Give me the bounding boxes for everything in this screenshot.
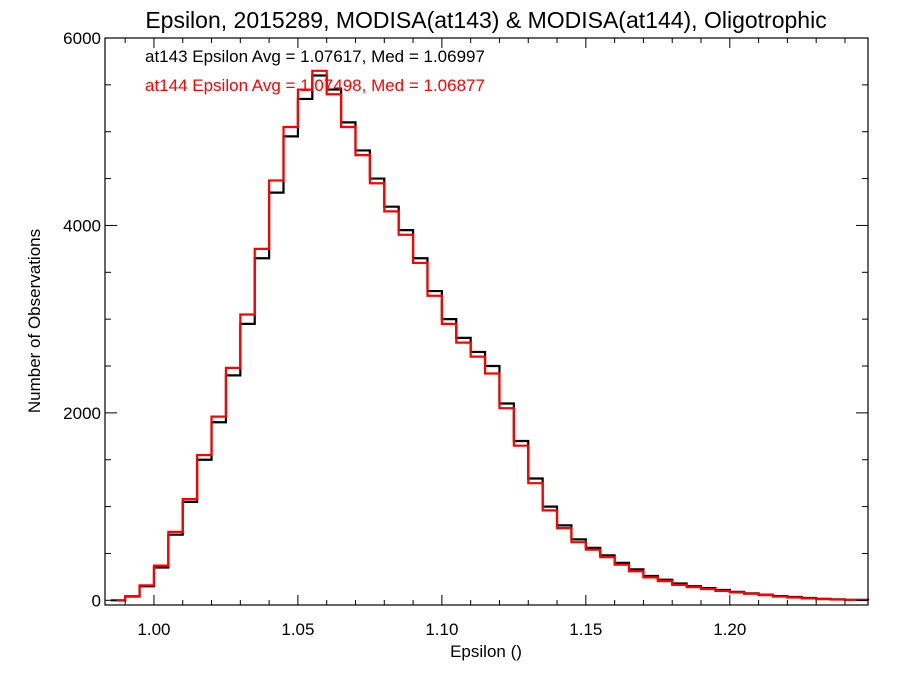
y-tick-label: 0 xyxy=(92,591,101,610)
y-axis-label: Number of Observations xyxy=(25,229,44,413)
chart-title: Epsilon, 2015289, MODISA(at143) & MODISA… xyxy=(145,7,826,33)
series-group xyxy=(110,69,870,602)
annotation-at144: at144 Epsilon Avg = 1.07498, Med = 1.068… xyxy=(145,76,485,95)
x-tick-label: 1.20 xyxy=(713,620,746,639)
y-axis-ticks: 0 2000 4000 6000 xyxy=(63,29,868,610)
x-tick-label: 1.10 xyxy=(425,620,458,639)
x-tick-label: 1.05 xyxy=(281,620,314,639)
annotation-at143: at143 Epsilon Avg = 1.07617, Med = 1.069… xyxy=(145,47,485,66)
x-tick-label: 1.15 xyxy=(569,620,602,639)
x-axis-ticks: 1.00 1.05 1.10 1.15 1.20 xyxy=(124,38,846,639)
plot-frame xyxy=(104,37,869,606)
x-tick-label: 1.00 xyxy=(137,620,170,639)
x-axis-label: Epsilon () xyxy=(450,642,522,661)
series-line-1 xyxy=(110,69,870,602)
y-tick-label: 6000 xyxy=(63,29,101,48)
y-tick-label: 2000 xyxy=(63,404,101,423)
series-line-0 xyxy=(110,74,870,602)
y-tick-label: 4000 xyxy=(63,216,101,235)
